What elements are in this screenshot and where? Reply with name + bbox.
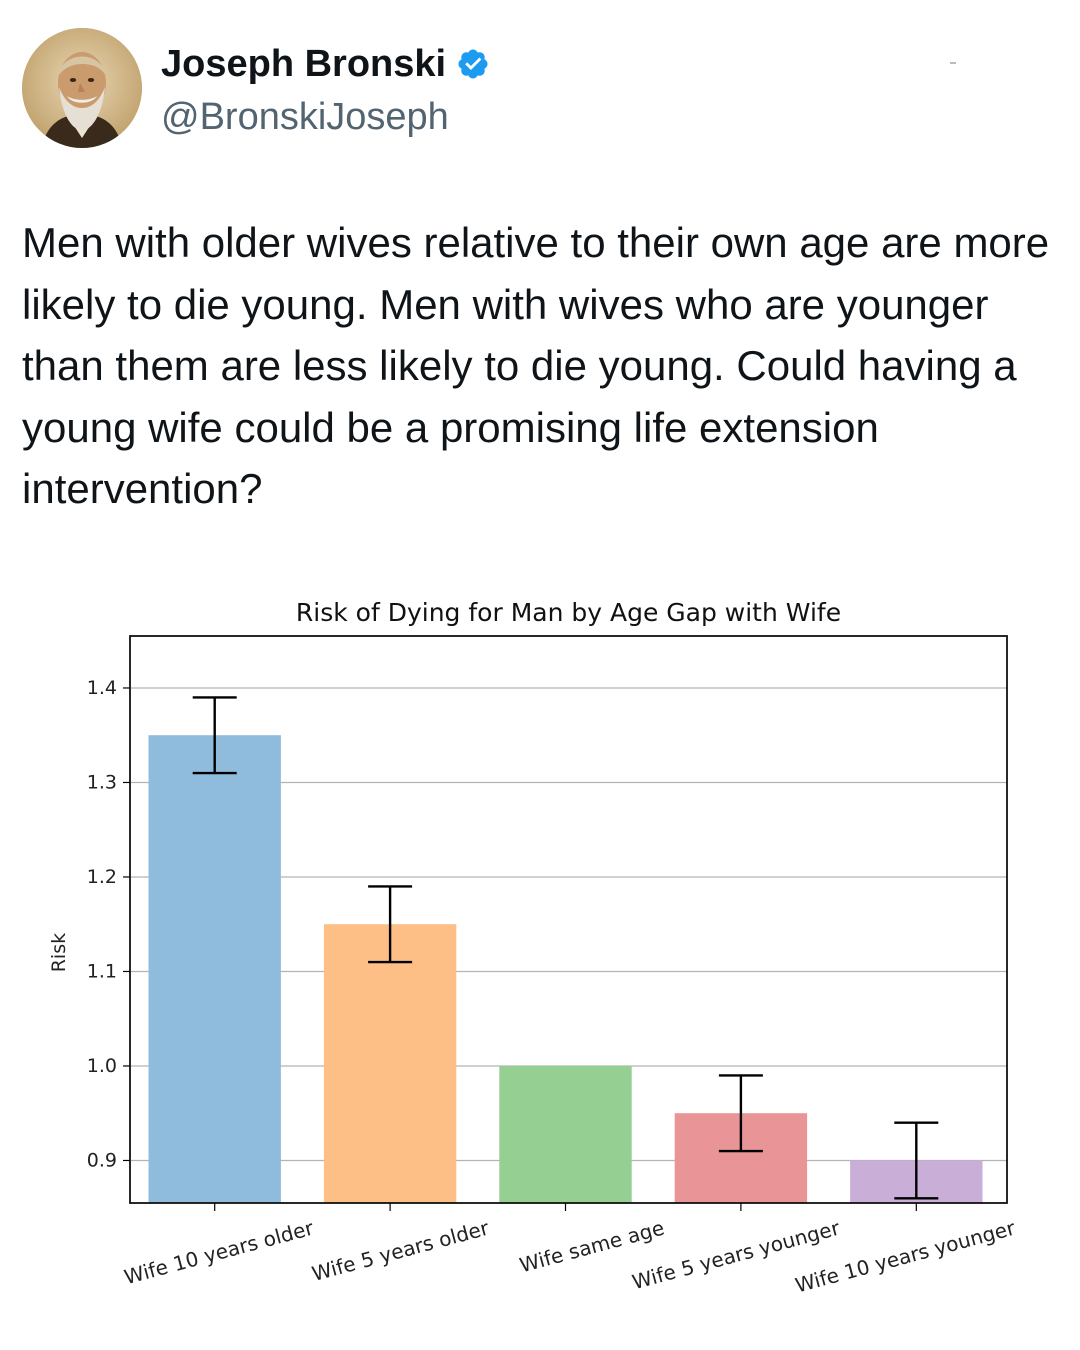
verified-badge-icon (456, 47, 490, 81)
y-tick-label: 0.9 (87, 1149, 117, 1171)
y-tick-label: 1.4 (87, 677, 117, 699)
y-tick-label: 1.2 (87, 866, 117, 888)
bar (323, 924, 457, 1203)
y-axis-label: Risk (48, 933, 70, 972)
risk-bar-chart: Risk of Dying for Man by Age Gap with Wi… (48, 598, 1018, 1297)
avatar-portrait (22, 28, 142, 148)
chart-title: Risk of Dying for Man by Age Gap with Wi… (296, 598, 841, 627)
y-tick-label: 1.0 (87, 1055, 117, 1077)
menu-dash (950, 62, 956, 64)
tweet-text: Men with older wives relative to their o… (22, 219, 1050, 512)
x-tick-label: Wife 10 years older (122, 1215, 317, 1289)
x-tick-label: Wife 5 years older (309, 1215, 492, 1286)
y-tick-label: 1.1 (87, 960, 117, 982)
chart-container: Risk of Dying for Man by Age Gap with Wi… (0, 570, 1080, 1330)
avatar[interactable] (22, 28, 142, 148)
bar (499, 1066, 632, 1203)
bar (148, 735, 281, 1203)
tweet-header: Joseph Bronski @BronskiJoseph (22, 28, 1058, 152)
y-tick-label: 1.3 (87, 771, 117, 793)
name-row: Joseph Bronski (161, 42, 490, 86)
plot-frame (129, 635, 1008, 1204)
display-name[interactable]: Joseph Bronski (161, 43, 447, 85)
user-handle[interactable]: @BronskiJoseph (161, 96, 449, 138)
